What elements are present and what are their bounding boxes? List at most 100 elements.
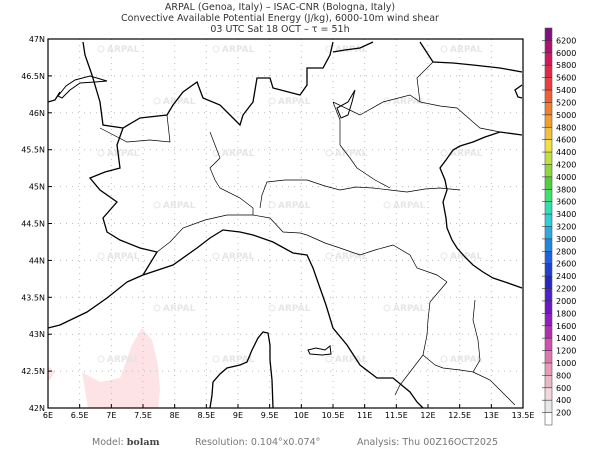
colorbar-label: 4400 (556, 148, 576, 157)
colorbar-label: 200 (556, 409, 571, 418)
colorbar-segment (545, 338, 552, 351)
colorbar-segment (545, 114, 552, 128)
colorbar-label: 5800 (556, 61, 576, 70)
x-tick-label: 12.5E (448, 411, 471, 420)
colorbar-segment (545, 276, 552, 289)
title-line-2: Convective Available Potential Energy (J… (121, 13, 439, 24)
watermark-logo-icon (383, 201, 391, 209)
coastline-adriatic (439, 131, 523, 289)
colorbar-segment (545, 52, 552, 66)
x-tick-label: 10E (294, 411, 309, 420)
cape-field (48, 328, 160, 408)
watermark-logo-icon (268, 201, 276, 209)
watermark-logo-icon (97, 149, 105, 157)
analysis-info: Analysis: Thu 00Z16OCT2025 (357, 437, 499, 448)
colorbar-segment (545, 313, 552, 327)
watermark-logo-icon (440, 149, 448, 157)
colorbar-segment (545, 400, 552, 413)
watermark-logo-icon (325, 149, 333, 157)
watermark-logo-icon (212, 355, 220, 363)
watermark: ARPAL (450, 252, 483, 262)
x-tick-label: 13E (484, 411, 499, 420)
colorbar-label: 3000 (556, 235, 576, 244)
watermark: ARPAL (222, 355, 255, 365)
colorbar-label: 3600 (556, 198, 576, 207)
colorbar-segment (545, 238, 552, 252)
colorbar-label: 1000 (556, 359, 576, 368)
colorbar-segment (545, 300, 552, 314)
y-tick-label: 43.5N (21, 293, 45, 302)
x-tick-label: 12E (420, 411, 435, 420)
colorbar-segment (545, 251, 552, 265)
border-austria (332, 41, 523, 73)
watermark: ARPAL (278, 304, 311, 314)
watermark-logo-icon (212, 252, 220, 260)
cape-area (82, 328, 160, 408)
colorbar-segment (545, 176, 552, 190)
colorbar-label: 5400 (556, 86, 576, 95)
watermark: ARPAL (163, 97, 196, 107)
watermark: ARPAL (393, 304, 426, 314)
colorbar-label: 1800 (556, 309, 576, 318)
geography (47, 41, 523, 409)
gridlines (48, 39, 523, 408)
y-tick-label: 46.5N (21, 72, 45, 81)
border-switzerland (47, 41, 334, 129)
watermark: ARPAL (393, 201, 426, 211)
colorbar-label: 5000 (556, 111, 576, 120)
x-tick-label: 6E (43, 411, 53, 420)
colorbar-label: 3800 (556, 185, 576, 194)
watermark: ARPAL (222, 45, 255, 55)
watermark-logo-icon (383, 97, 391, 105)
watermark: ARPAL (107, 45, 140, 55)
y-tick-label: 44.5N (21, 220, 45, 229)
watermark: ARPAL (222, 149, 255, 159)
colorbar-label: 400 (556, 396, 571, 405)
colorbar-label: 4800 (556, 123, 576, 132)
colorbar-label: 3200 (556, 223, 576, 232)
colorbar-segment (545, 201, 552, 215)
y-tick-label: 43N (29, 330, 45, 339)
x-tick-label: 11.5E (385, 411, 408, 420)
watermark: ARPAL (222, 252, 255, 262)
watermark: ARPAL (335, 355, 368, 365)
colorbar-label: 4600 (556, 136, 576, 145)
x-tick-label: 8E (170, 411, 180, 420)
colorbar-segment (545, 226, 552, 240)
map-frame (47, 38, 524, 409)
colorbar-segment (545, 350, 552, 364)
x-tick-label: 7E (106, 411, 116, 420)
watermark: ARPAL (450, 149, 483, 159)
y-tick-label: 47N (29, 35, 45, 44)
watermark: ARPAL (107, 252, 140, 262)
watermark: ARPAL (393, 97, 426, 107)
watermark-logo-icon (383, 304, 391, 312)
elba-coast (307, 345, 332, 356)
corsica-coast (209, 331, 274, 409)
watermark: ARPAL (450, 45, 483, 55)
x-tick-label: 9E (233, 411, 243, 420)
colorbar-segment (545, 127, 552, 140)
colorbar-label: 6200 (556, 36, 576, 45)
colorbar-segment (545, 65, 552, 78)
watermark: ARPAL (107, 355, 140, 365)
colorbar-segment (545, 189, 552, 202)
watermark-logo-icon (440, 252, 448, 260)
watermark: ARPAL (278, 201, 311, 211)
model-info: Model: bolam (92, 437, 160, 448)
colorbar-label: 2200 (556, 285, 576, 294)
watermark-logo-icon (268, 304, 276, 312)
colorbar: 200 400 600 800 1000 1200 1400 1600 1800 2000 2200… (542, 27, 576, 426)
model-value: bolam (126, 437, 160, 448)
colorbar-segment (545, 325, 552, 339)
colorbar-label: 2000 (556, 297, 576, 306)
x-tick-label: 6.5E (71, 411, 89, 420)
watermark: ARPAL (107, 149, 140, 159)
watermark-logo-icon (268, 97, 276, 105)
colorbar-label: 800 (556, 371, 571, 380)
region-borders (99, 61, 516, 406)
x-tick-label: 7.5E (134, 411, 152, 420)
lake-garda (336, 89, 356, 119)
y-tick-label: 42.5N (21, 367, 45, 376)
